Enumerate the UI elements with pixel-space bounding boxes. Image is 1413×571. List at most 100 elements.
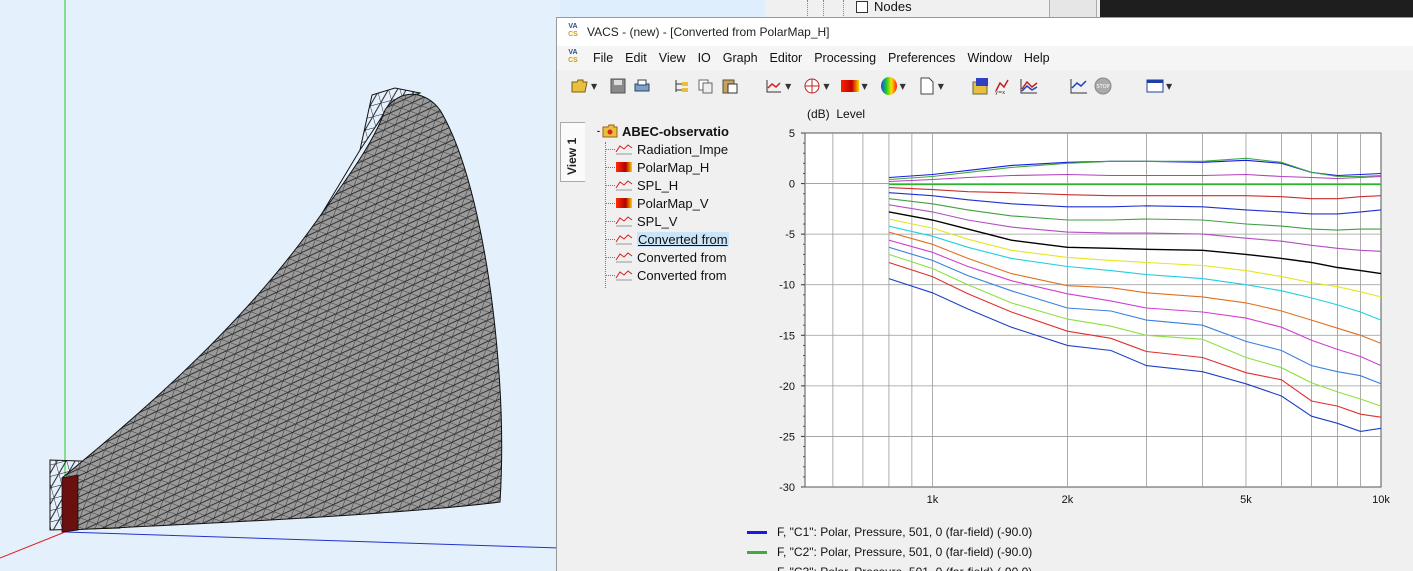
frequency-response-chart[interactable]: 5 0 -5 -10 -15 -20 -25 -30 1k 2k 5k 10k	[757, 123, 1397, 518]
script-icon[interactable]	[970, 75, 992, 97]
line-graph-icon	[615, 144, 633, 155]
chevron-down-icon[interactable]: ▼	[785, 81, 792, 91]
new-page-icon[interactable]	[916, 75, 938, 97]
color-map-icon[interactable]	[839, 75, 861, 97]
line-graph-icon	[615, 180, 633, 191]
legend-entry[interactable]: F, "C1": Polar, Pressure, 501, 0 (far-fi…	[747, 522, 1032, 542]
save-icon[interactable]	[607, 75, 629, 97]
series-line	[888, 187, 1382, 200]
legend-label: F, "C2": Polar, Pressure, 501, 0 (far-fi…	[777, 545, 1033, 559]
window-layout-icon[interactable]	[1144, 75, 1166, 97]
chevron-down-icon[interactable]: ▼	[899, 81, 906, 91]
copy-icon[interactable]	[695, 75, 717, 97]
menu-io[interactable]: IO	[697, 51, 711, 65]
menu-graph[interactable]: Graph	[722, 51, 758, 65]
horn-mesh-render	[0, 0, 560, 559]
toolbar: ▼ ▼ ▼ ▼ ▼ ▼ y=x STOP ▼	[557, 70, 1413, 102]
x-tick-label: 1k	[927, 494, 939, 506]
y-tick-label: -5	[785, 229, 795, 241]
legend-entry[interactable]: F, "C2": Polar, Pressure, 501, 0 (far-fi…	[747, 542, 1032, 562]
menu-help[interactable]: Help	[1023, 51, 1050, 65]
tree-item-label: SPL_V	[637, 213, 678, 229]
tree-item[interactable]: Converted from	[615, 248, 727, 266]
mesh-3d-viewport[interactable]	[0, 0, 560, 571]
menu-editor[interactable]: Editor	[769, 51, 803, 65]
view-1-tab[interactable]: View 1	[560, 122, 585, 182]
tree-root-node[interactable]: - ABEC-observatio	[597, 123, 729, 139]
add-graph-icon[interactable]	[1068, 75, 1090, 97]
menu-preferences[interactable]: Preferences	[888, 51, 956, 65]
open-folder-icon[interactable]	[569, 75, 591, 97]
y-tick-label: -30	[779, 482, 795, 494]
tree-item[interactable]: PolarMap_H	[615, 158, 709, 176]
tree-guide-line	[605, 257, 615, 258]
tree-guide-line	[605, 185, 615, 186]
vacs-window: VA CS VACS - (new) - [Converted from Pola…	[556, 17, 1413, 571]
tree-view-icon[interactable]	[671, 75, 693, 97]
menu-bar: VA CS File Edit View IO Graph Editor Proc…	[557, 46, 1413, 70]
y-tick-label: -10	[779, 280, 795, 292]
vacs-logo-icon: VA CS	[568, 23, 578, 38]
window-title: VACS - (new) - [Converted from PolarMap_…	[587, 25, 830, 39]
legend-entry[interactable]: F, "C3": Polar, Pressure, 501, 0 (far-fi…	[747, 562, 1032, 571]
compare-graph-icon[interactable]	[1018, 75, 1040, 97]
tree-guide-line	[843, 0, 844, 18]
legend-label: F, "C3": Polar, Pressure, 501, 0 (far-fi…	[777, 565, 1032, 571]
chevron-down-icon[interactable]: ▼	[861, 81, 868, 91]
menu-view[interactable]: View	[658, 51, 686, 65]
nodes-checkbox[interactable]	[856, 1, 868, 13]
chevron-down-icon[interactable]: ▼	[937, 81, 944, 91]
formula-icon[interactable]: y=x	[994, 75, 1016, 97]
tree-item[interactable]: Converted from	[615, 266, 727, 284]
color-map-icon	[616, 162, 632, 172]
x-tick-label: 10k	[1372, 494, 1390, 506]
chevron-down-icon[interactable]: ▼	[1165, 81, 1173, 91]
tree-item-label: Converted from	[637, 267, 727, 283]
tree-guide-line	[605, 149, 615, 150]
vacs-menu-logo-icon[interactable]: VA CS	[568, 49, 578, 64]
series-line	[888, 204, 1382, 252]
series-line	[888, 198, 1381, 231]
menu-window[interactable]: Window	[967, 51, 1012, 65]
tree-item[interactable]: SPL_H	[615, 176, 678, 194]
print-icon[interactable]	[631, 75, 653, 97]
tree-item[interactable]: Converted from	[615, 230, 729, 248]
polar-graph-icon[interactable]	[801, 75, 823, 97]
balloon-icon[interactable]	[878, 75, 900, 97]
tree-guide-line	[807, 0, 808, 18]
line-graph-icon	[615, 270, 633, 281]
series-line	[888, 278, 1382, 432]
svg-text:STOP: STOP	[1096, 84, 1109, 90]
chart-legend: F, "C1": Polar, Pressure, 501, 0 (far-fi…	[747, 522, 1032, 571]
menu-file[interactable]: File	[593, 51, 614, 65]
menu-processing[interactable]: Processing	[814, 51, 877, 65]
vertical-scrollbar[interactable]	[1049, 0, 1097, 18]
folder-icon	[602, 124, 618, 138]
tree-item[interactable]: PolarMap_V	[615, 194, 709, 212]
nodes-label: Nodes	[874, 0, 912, 14]
chevron-down-icon[interactable]: ▼	[591, 81, 598, 91]
tree-item[interactable]: SPL_V	[615, 212, 677, 230]
line-graph-icon	[615, 216, 633, 227]
series-line	[888, 173, 1382, 183]
tree-item[interactable]: Radiation_Impe	[615, 140, 728, 158]
line-graph-icon	[615, 234, 633, 245]
collapse-icon[interactable]: -	[597, 126, 600, 136]
svg-text:y=x: y=x	[995, 90, 1005, 95]
tree-guide-line	[605, 203, 615, 204]
paste-icon[interactable]	[719, 75, 741, 97]
chevron-down-icon[interactable]: ▼	[823, 81, 830, 91]
stop-icon[interactable]: STOP	[1092, 75, 1114, 97]
series-line	[888, 157, 1382, 181]
graph-y-label: (dB) Level	[807, 107, 866, 121]
tree-guide-line	[823, 0, 824, 18]
line-graph-icon[interactable]	[763, 75, 785, 97]
line-graph-icon	[615, 252, 633, 263]
y-tick-label: 0	[789, 179, 795, 191]
y-tick-label: -15	[779, 330, 795, 342]
menu-edit[interactable]: Edit	[625, 51, 647, 65]
title-bar[interactable]: VA CS VACS - (new) - [Converted from Pola…	[557, 18, 1413, 46]
x-tick-label: 5k	[1240, 494, 1252, 506]
legend-swatch	[747, 550, 767, 554]
tree-guide-line	[605, 142, 606, 288]
